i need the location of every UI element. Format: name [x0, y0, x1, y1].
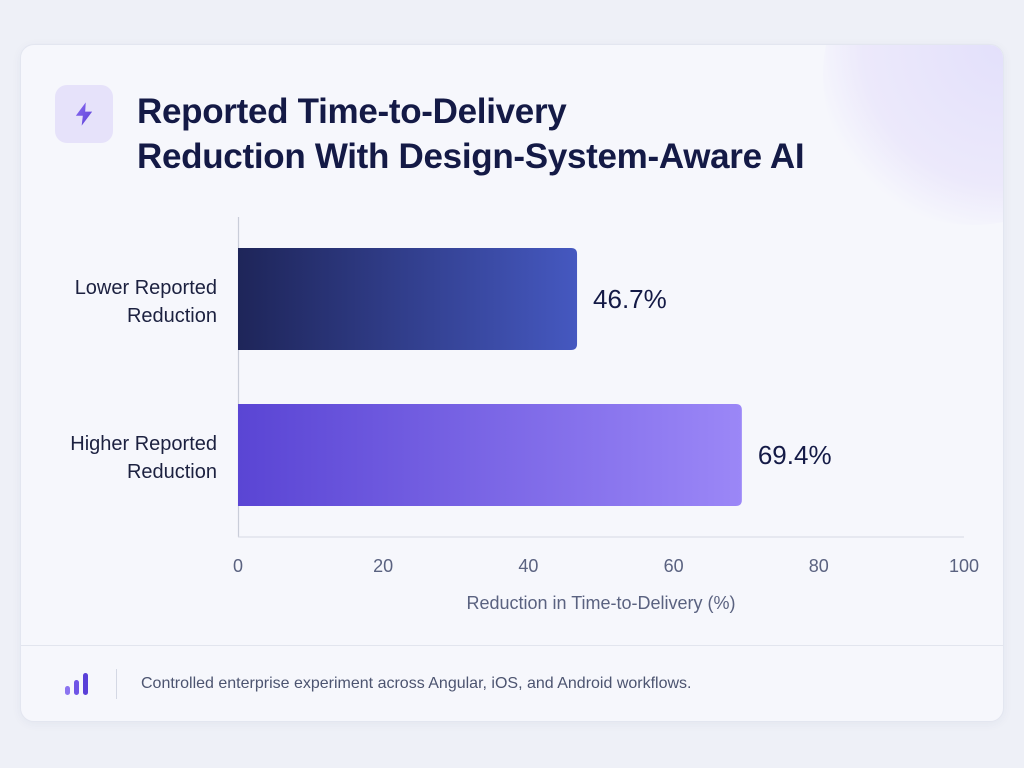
bar-value-label: 69.4%	[758, 440, 832, 470]
x-axis-title: Reduction in Time-to-Delivery (%)	[466, 593, 735, 613]
category-label: Higher Reported	[70, 433, 217, 455]
chart-title-line-1: Reported Time-to-Delivery	[137, 92, 567, 131]
footer-note: Controlled enterprise experiment across …	[141, 675, 692, 692]
category-label: Lower Reported	[75, 277, 217, 299]
category-label: Reduction	[127, 305, 217, 327]
chart-title-line-2: Reduction With Design-System-Aware AI	[137, 137, 805, 176]
x-tick-label: 60	[664, 556, 684, 576]
x-tick-label: 40	[518, 556, 538, 576]
header-icon-tile	[55, 85, 113, 143]
x-tick-label: 100	[949, 556, 979, 576]
x-tick-label: 20	[373, 556, 393, 576]
x-tick-label: 80	[809, 556, 829, 576]
lightning-bolt-icon	[75, 102, 93, 126]
bar-value-label: 46.7%	[593, 284, 667, 314]
chart-title: Reported Time-to-Delivery Reduction With…	[137, 89, 805, 179]
chart-card: Reported Time-to-Delivery Reduction With…	[20, 44, 1004, 722]
bar-lower	[238, 248, 578, 350]
bar-chart-icon	[65, 673, 88, 695]
footer-separator	[116, 669, 117, 699]
bar-higher	[238, 404, 742, 506]
bar-chart: 46.7% Lower Reported Reduction 69.4% Higher …	[70, 217, 979, 613]
x-tick-label: 0	[233, 556, 243, 576]
category-label: Reduction	[127, 461, 217, 483]
footer-divider	[21, 645, 1003, 646]
